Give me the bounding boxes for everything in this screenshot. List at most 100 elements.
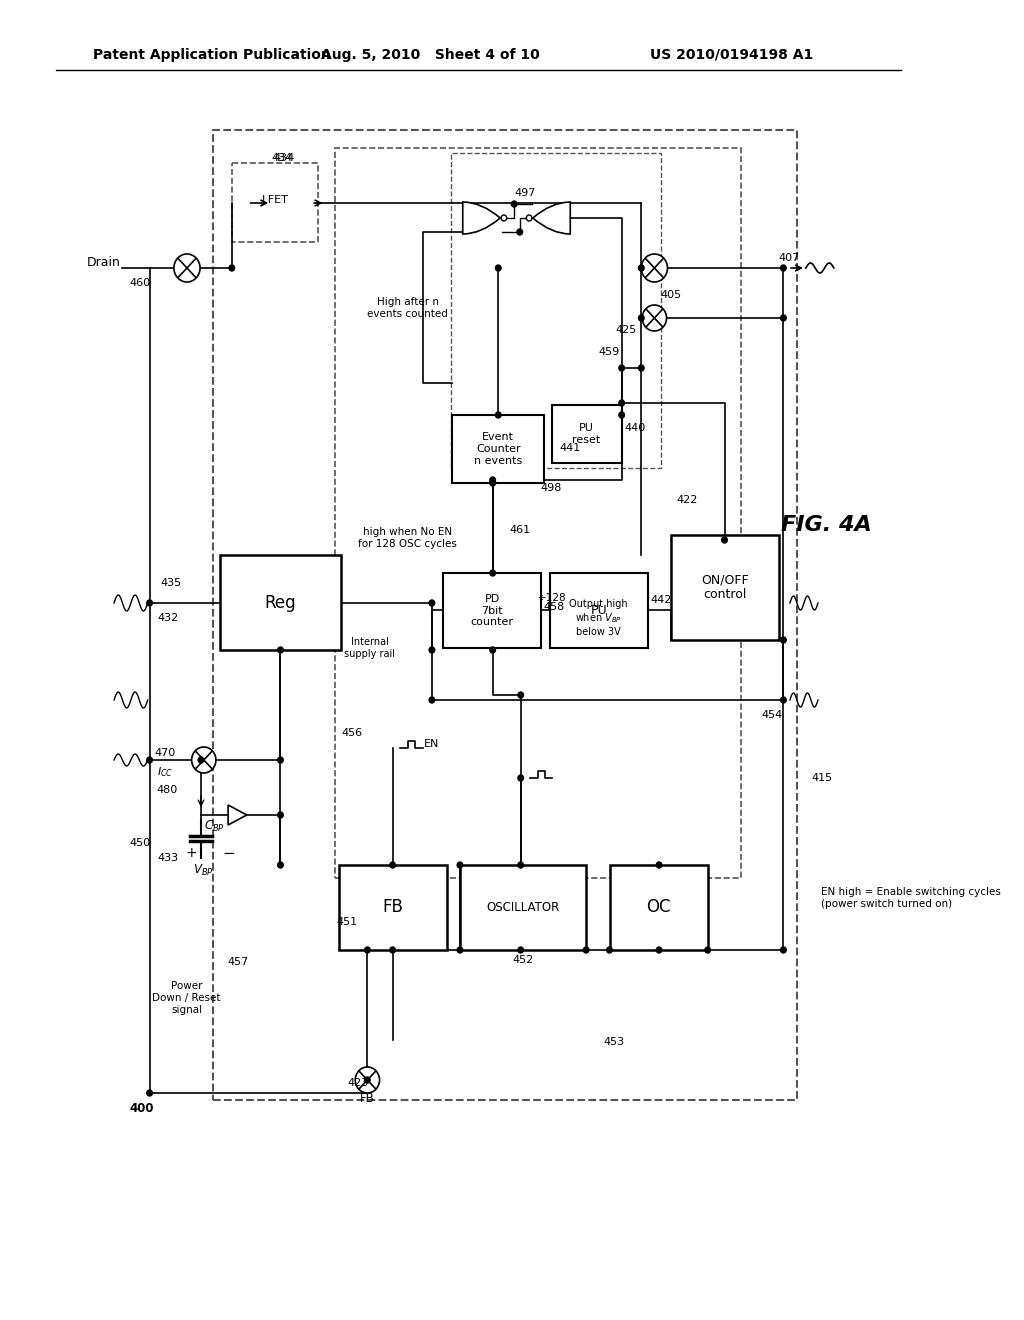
Circle shape: [429, 601, 435, 606]
Circle shape: [199, 756, 204, 763]
Text: 450: 450: [129, 838, 151, 847]
Circle shape: [365, 946, 371, 953]
Circle shape: [656, 946, 662, 953]
Circle shape: [618, 412, 625, 418]
Text: Reg: Reg: [264, 594, 296, 611]
Bar: [220, 554, 341, 649]
Circle shape: [780, 697, 786, 704]
Bar: [453, 414, 544, 483]
Circle shape: [780, 265, 786, 271]
Circle shape: [174, 253, 200, 282]
Text: 458: 458: [543, 602, 564, 612]
Circle shape: [278, 862, 284, 869]
Circle shape: [641, 253, 668, 282]
Circle shape: [146, 601, 153, 606]
Text: 434: 434: [271, 153, 293, 162]
Text: High after n
events counted: High after n events counted: [368, 297, 449, 319]
Text: EN high = Enable switching cycles
(power switch turned on): EN high = Enable switching cycles (power…: [821, 887, 1000, 908]
Circle shape: [489, 480, 496, 486]
Circle shape: [705, 946, 711, 953]
Text: 405: 405: [660, 290, 681, 300]
Text: 497: 497: [514, 187, 536, 198]
Text: 422: 422: [677, 495, 698, 506]
Circle shape: [457, 946, 463, 953]
Circle shape: [489, 477, 496, 483]
Bar: [609, 865, 708, 950]
Circle shape: [355, 1067, 380, 1093]
Circle shape: [278, 812, 284, 818]
Circle shape: [365, 1077, 371, 1082]
Text: FB: FB: [360, 1092, 375, 1105]
Circle shape: [618, 366, 625, 371]
Text: J FET: J FET: [261, 195, 289, 205]
Circle shape: [501, 215, 507, 220]
Circle shape: [278, 647, 284, 653]
Circle shape: [780, 638, 786, 643]
Text: FB: FB: [383, 899, 403, 916]
Text: 440: 440: [625, 422, 646, 433]
Circle shape: [639, 315, 644, 321]
Circle shape: [191, 747, 216, 774]
Text: 498: 498: [541, 483, 562, 492]
Text: OC: OC: [646, 899, 671, 916]
Text: Drain: Drain: [87, 256, 121, 268]
Text: OSCILLATOR: OSCILLATOR: [486, 902, 560, 913]
Bar: [550, 573, 648, 648]
Text: 400: 400: [129, 1101, 154, 1114]
Text: 434: 434: [273, 153, 294, 162]
Circle shape: [518, 692, 523, 698]
Text: PU: PU: [591, 605, 607, 616]
Bar: [335, 148, 741, 878]
Text: 460: 460: [129, 279, 151, 288]
Text: 415: 415: [811, 774, 833, 783]
Text: 480: 480: [156, 785, 177, 795]
Circle shape: [278, 756, 284, 763]
Text: PU
reset: PU reset: [572, 424, 601, 445]
Circle shape: [526, 215, 531, 220]
Bar: [451, 153, 660, 469]
Text: 441: 441: [559, 444, 581, 453]
Circle shape: [489, 647, 496, 653]
Text: Power
Down / Reset
signal: Power Down / Reset signal: [153, 981, 221, 1015]
Circle shape: [496, 265, 501, 271]
Circle shape: [146, 756, 153, 763]
Circle shape: [229, 265, 234, 271]
Text: Output high
when $V_{BP}$
below 3V: Output high when $V_{BP}$ below 3V: [569, 599, 628, 636]
Text: 453: 453: [603, 1038, 624, 1047]
Bar: [339, 865, 446, 950]
Circle shape: [639, 265, 644, 271]
Text: PD
7bit
counter: PD 7bit counter: [471, 594, 514, 627]
Circle shape: [457, 862, 463, 869]
Circle shape: [722, 537, 727, 543]
Circle shape: [146, 1090, 153, 1096]
Text: Event
Counter
n events: Event Counter n events: [474, 433, 522, 466]
Text: 423: 423: [348, 1078, 369, 1088]
Circle shape: [511, 201, 517, 207]
Bar: [443, 573, 542, 648]
Bar: [213, 129, 798, 1100]
Text: $V_{BP}$: $V_{BP}$: [194, 862, 214, 878]
Text: 456: 456: [341, 729, 362, 738]
Text: 459: 459: [598, 347, 620, 356]
Text: $I_{CC}$: $I_{CC}$: [157, 766, 173, 779]
Text: high when No EN
for 128 OSC cycles: high when No EN for 128 OSC cycles: [358, 527, 457, 549]
Bar: [671, 535, 778, 640]
Text: 425: 425: [615, 325, 636, 335]
Text: 407: 407: [778, 253, 800, 263]
Text: Aug. 5, 2010   Sheet 4 of 10: Aug. 5, 2010 Sheet 4 of 10: [321, 48, 540, 62]
Text: 461: 461: [510, 525, 530, 535]
PathPatch shape: [532, 202, 570, 234]
Circle shape: [606, 946, 612, 953]
Text: FIG. 4A: FIG. 4A: [780, 515, 871, 535]
Circle shape: [390, 862, 395, 869]
Text: 454: 454: [762, 710, 783, 719]
Text: ÷128: ÷128: [538, 593, 566, 603]
Circle shape: [780, 315, 786, 321]
Circle shape: [639, 366, 644, 371]
Circle shape: [584, 946, 589, 953]
Circle shape: [518, 775, 523, 781]
Text: 470: 470: [155, 748, 175, 758]
PathPatch shape: [463, 202, 500, 234]
Text: Patent Application Publication: Patent Application Publication: [93, 48, 331, 62]
Text: 433: 433: [157, 853, 178, 863]
